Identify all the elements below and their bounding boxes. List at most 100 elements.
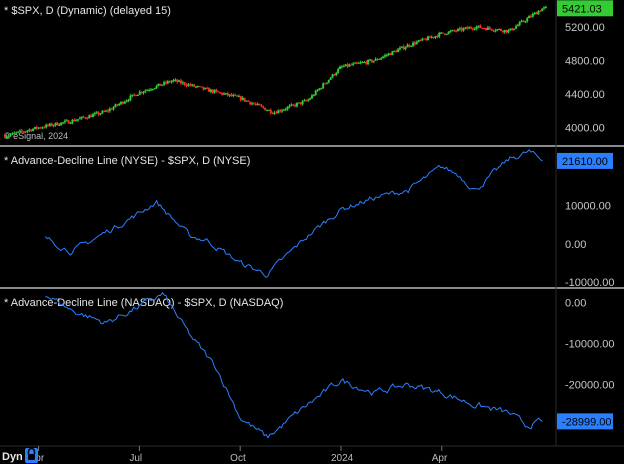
candle-body — [251, 103, 254, 105]
last-value-text: -28999.00 — [562, 416, 612, 428]
candle-body — [363, 61, 366, 63]
candle-body — [485, 28, 488, 31]
candle-body — [441, 32, 444, 34]
candle-body — [5, 136, 8, 138]
candle-body — [127, 100, 130, 102]
price-axis-label: -10000.00 — [565, 338, 615, 350]
candle-body — [432, 36, 435, 38]
candle-body — [451, 30, 454, 32]
candle-body — [335, 72, 338, 76]
candle-body — [507, 30, 510, 33]
candle-body — [428, 36, 431, 38]
candle-body — [359, 62, 362, 64]
candle-body — [423, 38, 426, 40]
candle-body — [481, 27, 484, 29]
spx-candles — [4, 5, 547, 139]
candle-body — [273, 112, 276, 114]
candle-body — [524, 21, 527, 23]
candle-body — [196, 86, 199, 88]
last-value-badge — [557, 152, 613, 169]
candle-body — [529, 16, 532, 18]
candle-body — [483, 28, 486, 30]
candle-body — [211, 89, 214, 93]
candle-body — [50, 123, 53, 126]
candle-body — [314, 90, 317, 96]
nasdaq-ad-line — [45, 291, 543, 439]
candle-body — [282, 109, 285, 111]
candle-body — [417, 40, 420, 42]
candle-body — [462, 28, 465, 31]
candle-body — [226, 93, 229, 96]
candle-body — [54, 122, 57, 126]
candle-body — [477, 25, 480, 27]
candle-body — [65, 120, 68, 122]
candle-body — [395, 50, 398, 53]
candle-body — [475, 26, 478, 29]
last-value-text: 5421.03 — [562, 3, 602, 15]
candle-body — [393, 50, 396, 52]
candle-body — [219, 92, 222, 94]
candle-body — [234, 95, 237, 97]
candle-body — [331, 74, 334, 78]
candle-body — [252, 103, 255, 105]
candle-body — [191, 84, 194, 86]
candle-body — [458, 28, 461, 30]
candle-body — [337, 68, 340, 73]
candle-body — [339, 66, 342, 69]
candle-body — [56, 122, 59, 126]
candle-body — [62, 122, 65, 124]
candle-body — [312, 95, 315, 97]
nyse-ad-line-layer — [44, 149, 543, 279]
time-axis-label: 2024 — [331, 453, 354, 464]
candle-body — [82, 116, 85, 118]
candle-body — [108, 108, 111, 112]
candle-body — [209, 89, 212, 92]
candle-body — [26, 130, 29, 132]
candle-body — [97, 112, 100, 115]
candle-body — [518, 22, 521, 25]
candle-body — [13, 132, 16, 134]
candle-body — [168, 81, 171, 83]
candle-body — [286, 106, 289, 110]
lock-icon[interactable] — [25, 447, 38, 463]
candle-body — [511, 28, 514, 31]
candle-body — [33, 126, 36, 129]
candle-body — [164, 82, 167, 84]
candle-body — [522, 20, 525, 22]
candle-body — [333, 74, 336, 76]
candle-body — [178, 80, 181, 82]
candle-body — [176, 79, 179, 82]
candle-body — [322, 83, 325, 89]
candle-body — [202, 86, 205, 90]
candle-body — [80, 116, 83, 119]
candle-body — [63, 120, 66, 123]
candle-body — [479, 25, 482, 28]
candle-body — [325, 82, 328, 84]
candle-body — [288, 105, 291, 107]
candle-body — [217, 91, 220, 93]
candle-body — [230, 94, 233, 96]
candle-body — [260, 105, 263, 107]
candle-body — [101, 111, 104, 114]
price-axis-label: 10000.00 — [565, 200, 611, 212]
last-value-badges: 5421.03 21610.00 -28999.00 — [557, 0, 613, 430]
candle-body — [114, 104, 117, 108]
candle-body — [470, 27, 473, 29]
candle-body — [344, 64, 347, 67]
candle-body — [509, 28, 512, 31]
candle-body — [387, 53, 390, 56]
candle-body — [279, 110, 282, 112]
candle-body — [256, 103, 259, 105]
candle-body — [41, 127, 44, 129]
candle-body — [447, 31, 450, 35]
candle-body — [112, 107, 115, 110]
candle-body — [533, 12, 536, 15]
candle-body — [346, 64, 349, 67]
dynamic-mode-label[interactable]: Dyn — [2, 451, 23, 463]
candle-body — [365, 61, 368, 64]
candle-body — [151, 89, 154, 91]
candle-body — [58, 125, 61, 127]
candle-body — [172, 80, 175, 82]
candle-body — [505, 29, 508, 33]
candle-body — [121, 101, 124, 104]
